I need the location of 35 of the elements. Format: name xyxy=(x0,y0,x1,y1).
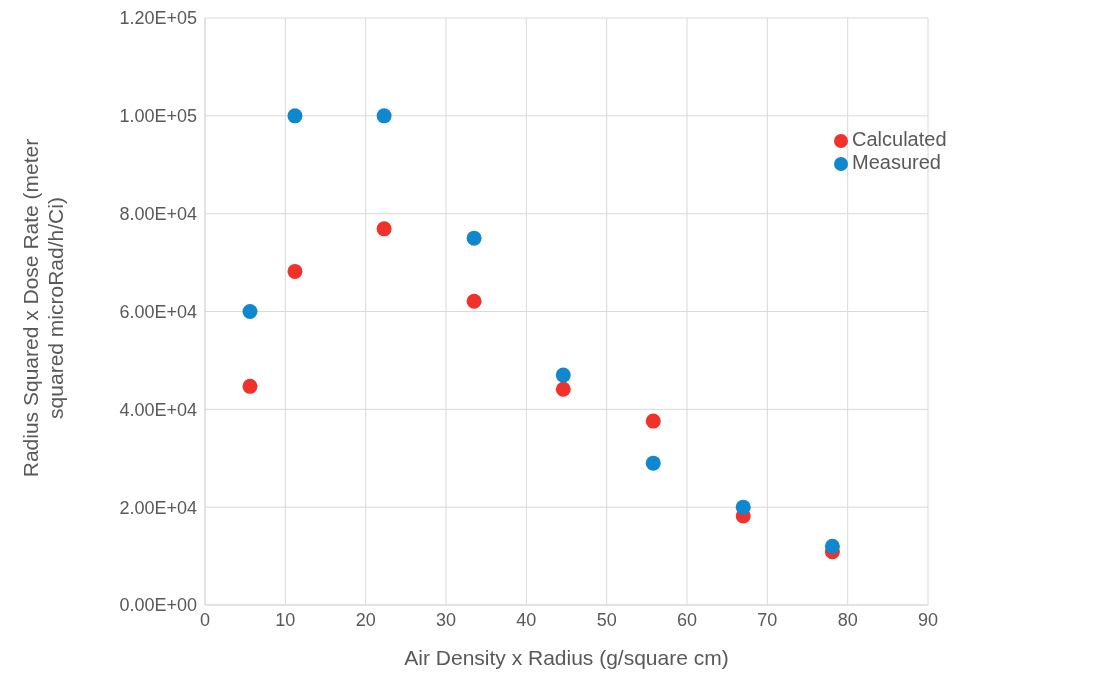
x-tick-label: 80 xyxy=(837,609,858,630)
x-tick-label: 50 xyxy=(596,609,617,630)
y-tick-label: 2.00E+04 xyxy=(119,497,197,518)
legend-label: Calculated xyxy=(852,128,947,150)
point xyxy=(287,263,303,279)
x-tick-label: 30 xyxy=(435,609,457,630)
y-tick-label: 1.00E+05 xyxy=(119,106,197,127)
point xyxy=(376,221,392,237)
x-tick-label: 70 xyxy=(757,609,778,630)
x-tick-label: 40 xyxy=(516,609,537,630)
x-axis-title: Air Density x Radius (g/square cm) xyxy=(404,646,729,669)
legend-label: Measured xyxy=(852,151,941,173)
point xyxy=(376,108,392,124)
x-tick-label: 20 xyxy=(355,609,376,630)
point xyxy=(242,378,258,394)
y-tick-label: 8.00E+04 xyxy=(119,204,197,225)
y-tick-label: 4.00E+04 xyxy=(119,399,197,420)
point xyxy=(466,230,482,246)
x-tick-label: 10 xyxy=(275,609,296,630)
y-tick-label: 6.00E+04 xyxy=(119,301,197,322)
point xyxy=(555,367,571,383)
point xyxy=(555,381,571,397)
y-tick-label: 1.20E+05 xyxy=(119,8,197,29)
y-axis-title: Radius Squared x Dose Rate (meter squared microRad/h/Ci) xyxy=(19,138,67,478)
point xyxy=(824,538,840,554)
x-tick-label: 0 xyxy=(199,609,211,630)
x-tick-label: 90 xyxy=(917,609,939,630)
point xyxy=(287,108,303,124)
point xyxy=(645,413,661,429)
point xyxy=(645,455,661,471)
point xyxy=(466,293,482,309)
point xyxy=(735,499,751,515)
x-tick-label: 60 xyxy=(676,609,698,630)
point xyxy=(242,304,258,319)
y-tick-label: 0.00E+00 xyxy=(119,595,197,616)
